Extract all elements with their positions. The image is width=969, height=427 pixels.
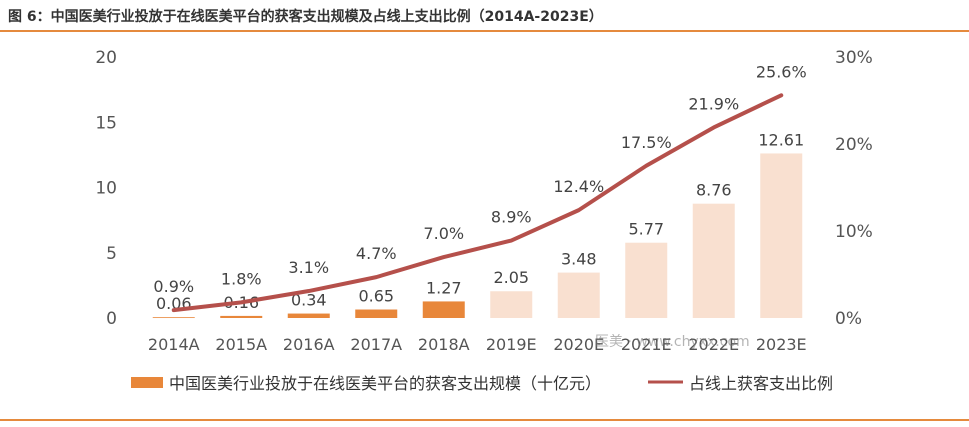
category-label-2018A: 2018A xyxy=(418,335,470,354)
line-value-label-2022E: 21.9% xyxy=(688,94,739,113)
category-label-2016A: 2016A xyxy=(283,335,335,354)
line-value-label-2021E: 17.5% xyxy=(621,133,672,152)
left-axis: 0 5 10 15 20 xyxy=(95,48,117,329)
left-tick-20: 20 xyxy=(95,48,117,68)
bar-value-label-2021E: 5.77 xyxy=(628,220,664,239)
line-layer xyxy=(174,95,782,310)
line-value-label-2023E: 25.6% xyxy=(756,62,807,81)
bar-value-label-2023E: 12.61 xyxy=(758,130,804,149)
line-value-label-2017A: 4.7% xyxy=(356,244,397,263)
legend-swatch-bar xyxy=(131,377,163,388)
category-label-2014A: 2014A xyxy=(148,335,200,354)
bar-2023E xyxy=(760,153,802,318)
line-value-label-2016A: 3.1% xyxy=(288,258,329,277)
right-tick-10pct: 10% xyxy=(835,222,873,242)
bar-2020E xyxy=(558,273,600,318)
watermark: 医美 · www.chyxx.com xyxy=(595,334,750,350)
legend-label-line: 占线上获客支出比例 xyxy=(689,374,833,393)
right-tick-30pct: 30% xyxy=(835,48,873,68)
line-value-label-2018A: 7.0% xyxy=(423,224,464,243)
legend: 中国医美行业投放于在线医美平台的获客支出规模（十亿元） 占线上获客支出比例 xyxy=(131,374,833,393)
category-label-2015A: 2015A xyxy=(215,335,267,354)
legend-label-bar: 中国医美行业投放于在线医美平台的获客支出规模（十亿元） xyxy=(169,374,601,393)
bar-2014A xyxy=(153,317,195,318)
bar-value-label-2022E: 8.76 xyxy=(696,181,732,200)
line-value-label-2015A: 1.8% xyxy=(221,269,262,288)
bar-value-label-2019E: 2.05 xyxy=(493,268,529,287)
bar-2022E xyxy=(693,204,735,318)
share-line xyxy=(174,95,782,310)
bar-2017A xyxy=(355,310,397,318)
combo-chart: 0.06 0.16 0.34 0.65 1.272.053.485.778.7612.6… xyxy=(0,0,969,427)
right-axis: 0% 10% 20% 30% xyxy=(835,48,873,329)
line-value-label-2020E: 12.4% xyxy=(553,177,604,196)
category-label-2023E: 2023E xyxy=(756,335,807,354)
bar-2018A xyxy=(423,301,465,318)
bar-value-label-2017A: 0.65 xyxy=(358,287,394,306)
category-label-2019E: 2019E xyxy=(486,335,537,354)
right-tick-0pct: 0% xyxy=(835,309,862,329)
bar-2015A xyxy=(220,316,262,318)
bar-2019E xyxy=(490,291,532,318)
bar-2021E xyxy=(625,243,667,318)
right-tick-20pct: 20% xyxy=(835,135,873,155)
bar-2016A xyxy=(288,314,330,318)
category-label-2017A: 2017A xyxy=(350,335,402,354)
line-value-label-2019E: 8.9% xyxy=(491,208,532,227)
left-tick-0: 0 xyxy=(106,309,117,329)
bar-value-label-2020E: 3.48 xyxy=(561,250,597,269)
left-tick-10: 10 xyxy=(95,179,117,199)
bar-value-label-2018A: 1.27 xyxy=(426,278,462,297)
left-tick-15: 15 xyxy=(95,113,117,133)
left-tick-5: 5 xyxy=(106,244,117,264)
line-value-label-2014A: 0.9% xyxy=(153,277,194,296)
